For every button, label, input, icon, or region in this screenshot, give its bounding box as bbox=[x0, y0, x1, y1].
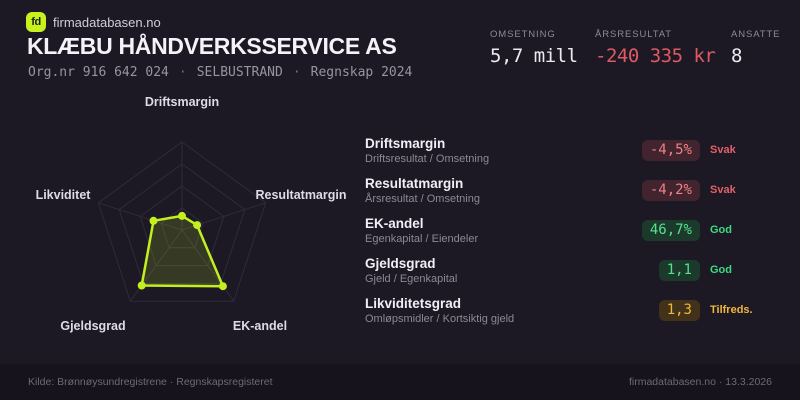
stat-omsetning: OMSETNING 5,7 mill bbox=[490, 29, 578, 67]
separator-dot: · bbox=[292, 65, 301, 80]
metric-formula: Egenkapital / Eiendeler bbox=[365, 232, 479, 245]
radar-axis-label-ek-andel: EK-andel bbox=[232, 319, 288, 333]
company-subtitle: Org.nr 916 642 024 · SELBUSTRAND · Regnskap … bbox=[28, 65, 412, 80]
stat-value: 8 bbox=[731, 45, 742, 67]
radar-axis-label-driftsmargin: Driftsmargin bbox=[144, 95, 220, 109]
metrics-panel: Driftsmargin Driftsresultat / Omsetning … bbox=[365, 130, 772, 330]
metric-text: Likviditetsgrad Omløpsmidler / Kortsikti… bbox=[365, 296, 640, 325]
radar-axis-label-gjeldsgrad: Gjeldsgrad bbox=[60, 319, 126, 333]
metric-name: Driftsmargin bbox=[365, 135, 446, 151]
stat-arsresultat: ÅRSRESULTAT -240 335 kr bbox=[595, 29, 716, 67]
stat-label: ÅRSRESULTAT bbox=[595, 29, 672, 40]
metric-text: Resultatmargin Årsresultat / Omsetning bbox=[365, 176, 640, 205]
separator-dot: · bbox=[178, 65, 187, 80]
metric-row-gjeldsgrad: Gjeldsgrad Gjeld / Egenkapital 1,1 God bbox=[365, 250, 772, 290]
report-period: Regnskap 2024 bbox=[310, 65, 413, 80]
metric-rating: God bbox=[710, 264, 732, 276]
org-number: Org.nr 916 642 024 bbox=[28, 65, 169, 80]
firmadatabasen-logo-icon: fd bbox=[26, 12, 46, 32]
metric-row-ek-andel: EK-andel Egenkapital / Eiendeler 46,7% G… bbox=[365, 210, 772, 250]
radar-grid-ring bbox=[160, 207, 204, 249]
radar-data-point bbox=[193, 221, 202, 230]
radar-axis-label-likviditet: Likviditet bbox=[35, 188, 91, 202]
stat-label: ANSATTE bbox=[731, 29, 781, 40]
metric-value-pill: -4,2% bbox=[641, 179, 700, 201]
metric-formula: Omløpsmidler / Kortsiktig gjeld bbox=[365, 312, 515, 325]
metric-row-likviditetsgrad: Likviditetsgrad Omløpsmidler / Kortsikti… bbox=[365, 290, 772, 330]
metric-rating: Svak bbox=[710, 144, 736, 156]
financial-radar-chart bbox=[97, 141, 267, 302]
metric-name: Resultatmargin bbox=[365, 175, 464, 191]
radar-data-point bbox=[178, 211, 186, 220]
stat-label: OMSETNING bbox=[490, 29, 556, 40]
metric-text: EK-andel Egenkapital / Eiendeler bbox=[365, 216, 640, 245]
metric-formula: Driftsresultat / Omsetning bbox=[365, 152, 490, 165]
metric-text: Gjeldsgrad Gjeld / Egenkapital bbox=[365, 256, 640, 285]
metric-text: Driftsmargin Driftsresultat / Omsetning bbox=[365, 136, 640, 165]
metric-row-resultatmargin: Resultatmargin Årsresultat / Omsetning -… bbox=[365, 170, 772, 210]
stat-value: -240 335 kr bbox=[595, 45, 716, 67]
footer-source: Kilde: Brønnøysundregistrene · Regnskaps… bbox=[28, 376, 273, 388]
radar-grid-ring bbox=[139, 185, 225, 267]
footer: Kilde: Brønnøysundregistrene · Regnskaps… bbox=[0, 364, 800, 400]
metric-rating: God bbox=[710, 224, 732, 236]
metric-row-driftsmargin: Driftsmargin Driftsresultat / Omsetning … bbox=[365, 130, 772, 170]
metric-value-pill: 46,7% bbox=[641, 219, 700, 241]
radar-data-point bbox=[218, 282, 227, 291]
stat-ansatte: ANSATTE 8 bbox=[731, 29, 780, 67]
stat-value: 5,7 mill bbox=[490, 45, 578, 67]
company-title: KLÆBU HÅNDVERKSSERVICE AS bbox=[27, 33, 397, 59]
metric-name: EK-andel bbox=[365, 215, 424, 231]
radar-axis-label-resultatmargin: Resultatmargin bbox=[255, 188, 347, 202]
metric-value-wrap: 1,1 bbox=[640, 259, 700, 281]
metric-rating: Tilfreds. bbox=[710, 304, 753, 316]
brand-row: fd firmadatabasen.no bbox=[26, 12, 161, 32]
radar-data-point bbox=[149, 216, 158, 225]
metric-value-pill: -4,5% bbox=[641, 139, 700, 161]
metric-formula: Årsresultat / Omsetning bbox=[365, 192, 480, 205]
metric-name: Likviditetsgrad bbox=[365, 295, 462, 311]
metric-name: Gjeldsgrad bbox=[365, 255, 436, 271]
footer-site-date: firmadatabasen.no · 13.3.2026 bbox=[628, 376, 772, 388]
metric-value-wrap: 46,7% bbox=[640, 219, 700, 241]
metric-rating: Svak bbox=[710, 184, 736, 196]
radar-grid-spoke bbox=[129, 229, 183, 302]
radar-grid-spoke bbox=[98, 202, 183, 231]
metric-value-pill: 1,3 bbox=[658, 299, 700, 321]
metric-value-wrap: -4,2% bbox=[640, 179, 700, 201]
company-location: SELBUSTRAND bbox=[196, 65, 283, 80]
radar-grid-ring bbox=[97, 141, 267, 302]
radar-data-point bbox=[137, 281, 146, 290]
metric-value-pill: 1,1 bbox=[658, 259, 700, 281]
metric-formula: Gjeld / Egenkapital bbox=[365, 272, 458, 285]
metric-value-wrap: 1,3 bbox=[640, 299, 700, 321]
metric-value-wrap: -4,5% bbox=[640, 139, 700, 161]
radar-grid-ring bbox=[118, 163, 246, 284]
radar-data-polygon bbox=[140, 214, 225, 288]
brand-name: firmadatabasen.no bbox=[53, 14, 161, 30]
